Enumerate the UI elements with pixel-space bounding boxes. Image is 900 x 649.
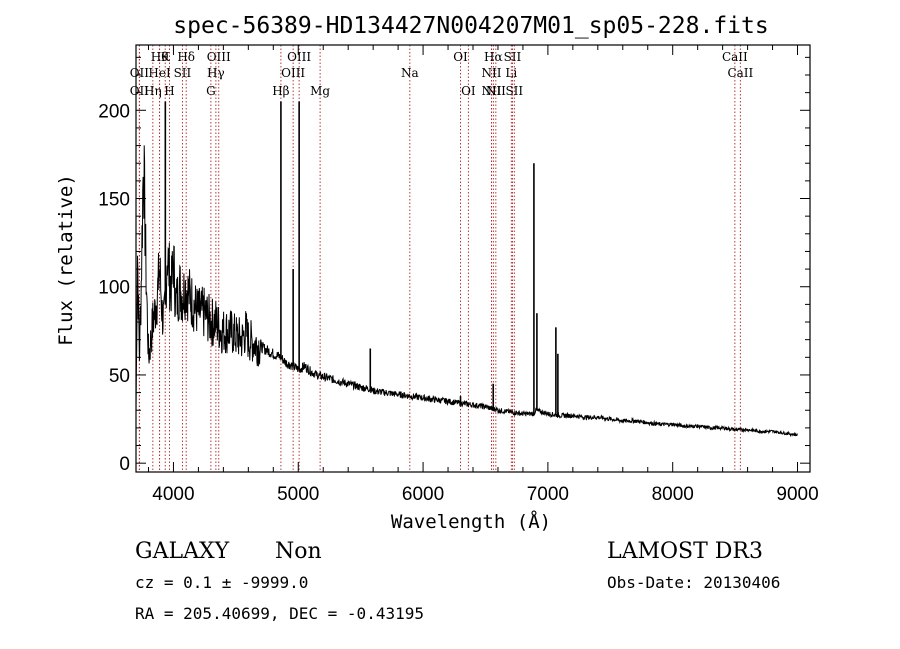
y-tick-label: 100: [98, 278, 130, 299]
line-label: Hδ: [177, 50, 195, 64]
plot-frame: [135, 44, 811, 473]
x-tick-label: 7000: [527, 484, 569, 505]
line-label: Hα: [484, 50, 503, 64]
observation-date: Obs-Date: 20130406: [607, 573, 780, 592]
line-label: NII: [481, 84, 501, 98]
line-label: Hβ: [272, 84, 289, 98]
x-tick-label: 8000: [652, 484, 694, 505]
line-label: OII: [130, 84, 150, 98]
line-label: CaII: [727, 66, 753, 80]
x-tick-label: 4000: [152, 484, 194, 505]
line-label: OIII: [207, 50, 231, 64]
line-label: NII: [481, 66, 501, 80]
line-label: Na: [401, 66, 419, 80]
line-label: OIII: [287, 50, 311, 64]
y-tick-label: 0: [119, 454, 130, 475]
line-label: SII: [504, 50, 522, 64]
x-axis-label: Wavelength (Å): [391, 510, 551, 533]
survey-name: LAMOST DR3: [607, 539, 763, 564]
line-label: G: [206, 84, 216, 98]
y-tick-label: 50: [109, 366, 130, 387]
line-label: SII: [174, 66, 192, 80]
x-tick-label: 9000: [776, 484, 818, 505]
object-class: GALAXY: [135, 539, 230, 564]
y-tick-label: 150: [98, 190, 130, 211]
line-label: Hη: [144, 84, 162, 98]
line-label: SII: [505, 84, 523, 98]
redshift-cz: cz = 0.1 ± -9999.0: [135, 573, 308, 592]
coordinates: RA = 205.40699, DEC = -0.43195: [135, 604, 424, 623]
x-axis-ticks: 4000 5000 6000 7000 8000 9000: [147, 45, 819, 505]
object-subclass: Non: [275, 539, 322, 564]
line-label: Hγ: [207, 66, 225, 80]
line-label: HeI: [148, 66, 171, 80]
line-label: Hθ: [151, 50, 169, 64]
y-axis-ticks: 0 50 100 150 200: [98, 56, 810, 475]
y-tick-label: 200: [98, 101, 130, 122]
x-tick-label: 6000: [402, 484, 444, 505]
spectral-line-markers: [138, 45, 741, 472]
line-label: OI: [453, 50, 468, 64]
emission-peaks: [164, 101, 559, 416]
line-label: Li: [505, 66, 517, 80]
chart-title: spec-56389-HD134427N004207M01_sp05-228.f…: [173, 13, 768, 39]
spectrum-series: [135, 145, 798, 438]
line-label: OIII: [281, 66, 305, 80]
x-tick-label: 5000: [277, 484, 319, 505]
line-label: NII: [486, 84, 506, 98]
line-label: OI: [461, 84, 476, 98]
line-label: OII: [130, 66, 150, 80]
line-label: K: [161, 50, 171, 64]
y-axis-label: Flux (relative): [55, 174, 77, 346]
line-label: H: [164, 84, 174, 98]
line-label: Mg: [310, 84, 330, 98]
line-label: CaII: [722, 50, 748, 64]
spectral-line-labels: OIIOIIHηHθHeIKHSIIHδGHγOIIIHβOIIIOIIIMgN…: [130, 50, 754, 98]
